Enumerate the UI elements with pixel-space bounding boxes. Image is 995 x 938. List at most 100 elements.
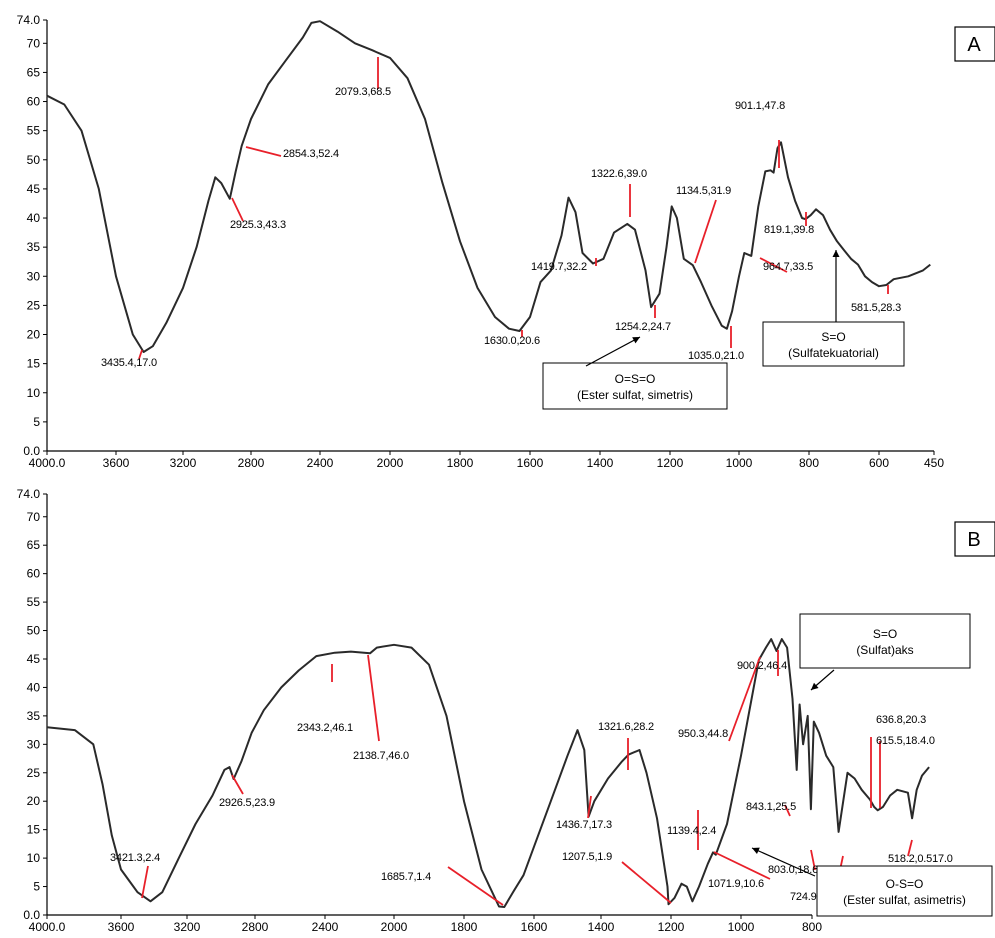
peak-label: 615.5,18.4.0 [876,735,935,747]
annotation-arrowhead [632,337,640,344]
x-tick-label: 2400 [307,456,334,470]
annotation-arrowhead [811,682,819,690]
peak-label: 1139.4,2.4 [667,825,716,837]
peak-label: 636.8,20.3 [876,714,926,726]
x-tick-label: 3600 [108,920,135,934]
panel-label: B [967,529,980,551]
y-tick-label: 25 [27,298,41,312]
x-tick-label: 2400 [312,920,339,934]
peak-label: 1071.9,10.6 [708,878,764,890]
annotation-subtitle: (Sulfat)aks [856,643,913,657]
peak-label: 518.2,0.517.0 [888,853,953,865]
panel-b-chart: 0.0 5 10 15 20 25 30 35 40 45 50 55 60 65 70 74.0 4000.0… [17,487,995,934]
y-tick-label: 10 [27,386,41,400]
peak-marker [784,804,791,817]
peak-marker [245,146,282,157]
peak-marker [810,849,816,871]
x-tick-label: 1400 [587,456,614,470]
peak-label: 819.1,39.8 [764,224,814,236]
annotation-subtitle: (Ester sulfat, asimetris) [843,893,966,907]
peak-marker [141,865,149,899]
peak-marker [587,795,592,819]
peak-label: 1436.7,17.3 [556,819,612,831]
peak-marker [759,257,788,273]
x-tick-label: 3200 [174,920,201,934]
y-tick-label: 40 [27,680,41,694]
panel-label: A [967,34,981,56]
peak-label: 1207.5,1.9 [562,851,612,863]
peak-marker [231,197,244,222]
peak-marker [447,866,504,906]
y-tick-label: 65 [27,65,41,79]
x-tick-label: 1800 [451,920,478,934]
annotation-arrowhead [752,847,760,855]
peak-label: 950.3,44.8 [678,728,728,740]
peak-label: 2925.3,43.3 [230,219,286,231]
y-tick-label: 55 [27,595,41,609]
annotation-title: O=S=O [615,372,656,386]
x-tick-label: 1200 [657,456,684,470]
y-tick-label: 70 [27,510,41,524]
x-tick-label: 1000 [728,920,755,934]
annotation-box [542,362,728,410]
y-tick-label: 25 [27,766,41,780]
peak-label: 1321.6,28.2 [598,721,654,733]
x-tick-label: 1600 [517,456,544,470]
y-tick-label: 70 [27,36,41,50]
peak-label: 581.5,28.3 [851,302,901,314]
y-tick-label: 60 [27,95,41,109]
y-tick-label: 55 [27,124,41,138]
x-tick-label: 1000 [726,456,753,470]
peak-label: 1322.6,39.0 [591,168,647,180]
panel-label-box [954,26,995,62]
peak-marker [728,656,761,742]
peak-label: 2343.2,46.1 [297,722,353,734]
annotation-arrow-line [751,847,816,877]
peak-marker [367,654,380,742]
y-tick-label: 35 [27,709,41,723]
x-tick-label: 4000.0 [29,456,66,470]
peak-label: 964.7,33.5 [763,261,813,273]
peak-label: 2079.3,68.5 [335,86,391,98]
peak-marker [621,861,672,904]
peak-label: 3435.4,17.0 [101,357,157,369]
x-tick-label: 2000 [377,456,404,470]
spectrum-line [46,20,931,353]
peak-label: 1419.7,32.2 [531,261,587,273]
x-tick-label: 3600 [103,456,130,470]
peak-label: 1254.2,24.7 [615,321,671,333]
y-tick-label: 65 [27,538,41,552]
peak-label: 1630.0,20.6 [484,335,540,347]
peak-label: 1035.0,21.0 [688,350,744,362]
x-tick-label: 2000 [381,920,408,934]
y-tick-label: 20 [27,328,41,342]
y-tick-label: 15 [27,357,41,371]
annotation-title: S=O [821,330,845,344]
annotation-box [816,865,993,917]
annotation-box [799,613,971,669]
y-tick-label: 0.0 [23,908,40,922]
annotation-subtitle: (Sulfatekuatorial) [788,346,879,360]
spectrum-line [46,638,930,908]
y-tick-label: 40 [27,211,41,225]
x-tick-label: 800 [802,920,822,934]
peak-label: 1685.7,1.4 [381,871,431,883]
y-tick-label: 5 [33,415,40,429]
y-tick-label: 45 [27,652,41,666]
y-tick-label: 35 [27,240,41,254]
x-tick-label: 1200 [658,920,685,934]
x-tick-label: 1600 [521,920,548,934]
annotation-arrow-line [585,336,641,367]
peak-marker [694,199,717,264]
peak-label: 2926.5,23.9 [219,797,275,809]
peak-label: 803.0,18.6 [768,864,818,876]
annotation-title: S=O [873,627,897,641]
annotation-box [762,321,905,367]
peak-label: 901.1,47.8 [735,100,785,112]
y-tick-label: 30 [27,269,41,283]
y-tick-label: 50 [27,624,41,638]
x-tick-label: 4000.0 [29,920,66,934]
y-tick-label: 50 [27,153,41,167]
peak-marker [713,851,771,880]
